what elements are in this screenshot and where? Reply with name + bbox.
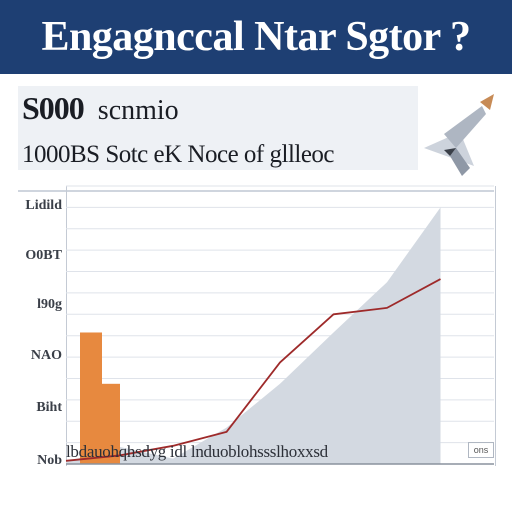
chart-badge: ons [468, 442, 494, 458]
y-tick-label: l90g [37, 297, 62, 312]
banner-title: Engagnccal Ntar Sgtor ? [41, 14, 471, 60]
y-tick-label: Biht [36, 400, 62, 415]
y-tick-label: Nob [37, 453, 62, 468]
subheadline: 1000BS Sotc eK Noce of gllleoc [22, 141, 335, 168]
headline-word: scnmio [97, 95, 179, 126]
plot-top-rule [18, 190, 494, 192]
rocket-icon [424, 94, 494, 176]
header-panel [18, 86, 418, 170]
y-tick-label: NAO [30, 348, 62, 363]
headline: S000 scnmio [22, 90, 179, 127]
x-axis-label: lbdauohqhsdyg idl lnduoblohssslhoxxsd [66, 442, 328, 461]
y-tick-label: Lidild [25, 198, 62, 213]
bar [80, 332, 102, 464]
bar [100, 383, 120, 464]
area-series [66, 207, 441, 464]
headline-number: S000 [22, 90, 85, 126]
plot-frame [66, 186, 496, 466]
y-tick-label: O0BT [25, 248, 62, 263]
title-banner: Engagnccal Ntar Sgtor ? [0, 0, 512, 74]
line-series [65, 278, 441, 462]
